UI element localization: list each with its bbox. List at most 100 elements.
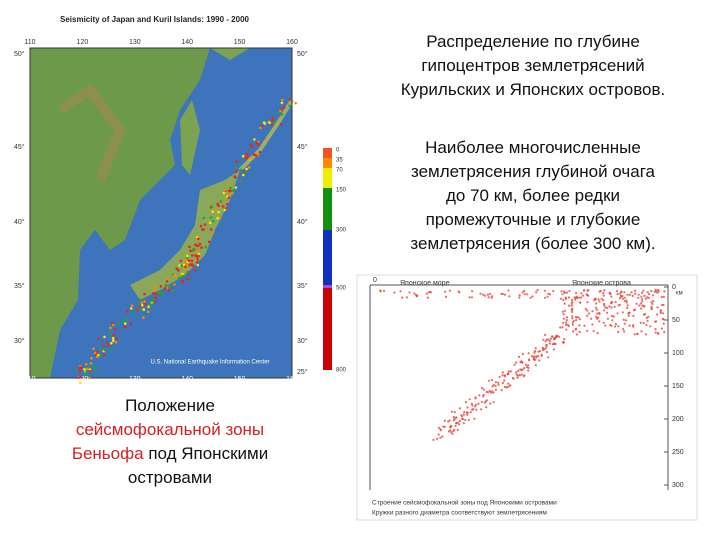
hypocentre-dot (661, 303, 664, 306)
hypocentre-dot (521, 361, 524, 364)
hypocentre-dot (648, 293, 651, 296)
hypocentre-dot (523, 293, 527, 296)
hypocentre-dot (595, 308, 598, 311)
quake-dot (154, 292, 158, 296)
quake-dot (241, 154, 245, 158)
lon-label: 160 (286, 39, 298, 46)
quake-dot (239, 168, 243, 172)
hypocentre-dot (516, 374, 520, 377)
quake-dot (111, 336, 115, 340)
quake-dot (175, 267, 179, 271)
hypocentre-dot (602, 299, 605, 302)
hypocentre-dot (568, 289, 571, 292)
quake-dot (294, 101, 297, 105)
hypocentre-dot (471, 404, 474, 407)
hypocentre-dot (474, 397, 477, 400)
hypocentre-dot (563, 302, 566, 305)
quake-dot (288, 104, 291, 108)
hypocentre-dot (501, 371, 504, 374)
hypocentre-dot (393, 291, 396, 294)
quake-dot (196, 263, 200, 267)
quake-dot (218, 216, 222, 220)
quake-dot (89, 362, 93, 365)
hypocentre-dot (399, 290, 402, 293)
depth-tick-label: 150 (672, 383, 684, 390)
hypocentre-dot (498, 375, 501, 378)
depth-legend-label: 70 (336, 168, 343, 174)
hypocentre-dot (633, 308, 637, 311)
hypocentre-dot (616, 292, 619, 296)
hypocentre-dot (549, 337, 553, 340)
hypocentre-dot (471, 290, 474, 293)
quake-dot (281, 98, 284, 102)
depth-swatch (323, 148, 332, 158)
quake-dot (196, 244, 200, 247)
hypocentre-dot (565, 291, 569, 294)
hypocentre-dot (640, 307, 643, 310)
quake-dot (260, 124, 264, 128)
lon-label: 110 (24, 39, 35, 46)
quake-dot (110, 341, 113, 345)
depth-legend-label: 35 (336, 158, 343, 164)
quake-dot (112, 333, 115, 337)
caption: Положение сейсмофокальной зоны Беньофа п… (40, 394, 300, 490)
hypocentre-dot (650, 301, 653, 304)
quake-dot (106, 340, 109, 344)
hypocentre-dot (452, 416, 455, 419)
map-continent (30, 48, 210, 378)
quake-dot (88, 366, 91, 369)
lon-label: 150 (234, 39, 246, 46)
hypocentre-dot (471, 408, 474, 411)
quake-dot (108, 331, 112, 334)
hypocentre-dot (662, 322, 665, 325)
hypocentre-dot (635, 302, 638, 305)
quake-dot (172, 289, 175, 293)
quake-dot (154, 296, 158, 299)
hypocentre-dot (575, 319, 578, 322)
hypocentre-dot (660, 295, 663, 299)
hypocentre-dot (517, 355, 521, 358)
depth-swatch (323, 188, 332, 230)
intro-line: Распределение по глубине (426, 32, 640, 51)
hypocentre-dot (644, 297, 647, 300)
hypocentre-dot (610, 306, 613, 309)
quake-dot (95, 355, 99, 359)
quake-dot (117, 322, 120, 325)
hypocentre-dot (452, 419, 455, 422)
hypocentre-dot (575, 333, 579, 336)
lon-label: 130 (129, 39, 141, 46)
hypocentre-dot (567, 304, 571, 307)
hypocentre-dot (627, 314, 630, 317)
quake-dot (270, 123, 274, 127)
summary-line: до 70 км, более редки (445, 186, 621, 205)
hypocentre-dot (609, 324, 612, 327)
hypocentre-dot (575, 316, 578, 319)
hypocentre-dot (439, 436, 442, 439)
hypocentre-dot (516, 376, 519, 379)
hypocentre-dot (623, 291, 626, 294)
hypocentre-dot (548, 340, 551, 343)
quake-dot (197, 254, 200, 258)
hypocentre-dot (579, 301, 582, 304)
lon-label: 130 (129, 376, 141, 383)
quake-dot (125, 318, 129, 322)
quake-dot (144, 302, 147, 306)
hypocentre-dot (466, 406, 469, 409)
quake-dot (200, 246, 203, 249)
hypocentre-dot (527, 364, 530, 367)
quake-dot (114, 328, 117, 331)
hypocentre-dot (542, 348, 545, 352)
hypocentre-dot (650, 289, 653, 293)
hypocentre-dot (491, 385, 494, 388)
hypocentre-dot (606, 306, 609, 309)
hypocentre-dot (638, 304, 641, 307)
quake-dot (186, 277, 190, 281)
quake-dot (109, 326, 112, 330)
hypocentre-dot (541, 346, 544, 349)
hypocentre-dot (537, 354, 540, 358)
hypocentre-dot (587, 294, 590, 297)
quake-dot (248, 157, 251, 160)
hypocentre-dot (520, 368, 523, 372)
hypocentre-dot (594, 298, 597, 301)
